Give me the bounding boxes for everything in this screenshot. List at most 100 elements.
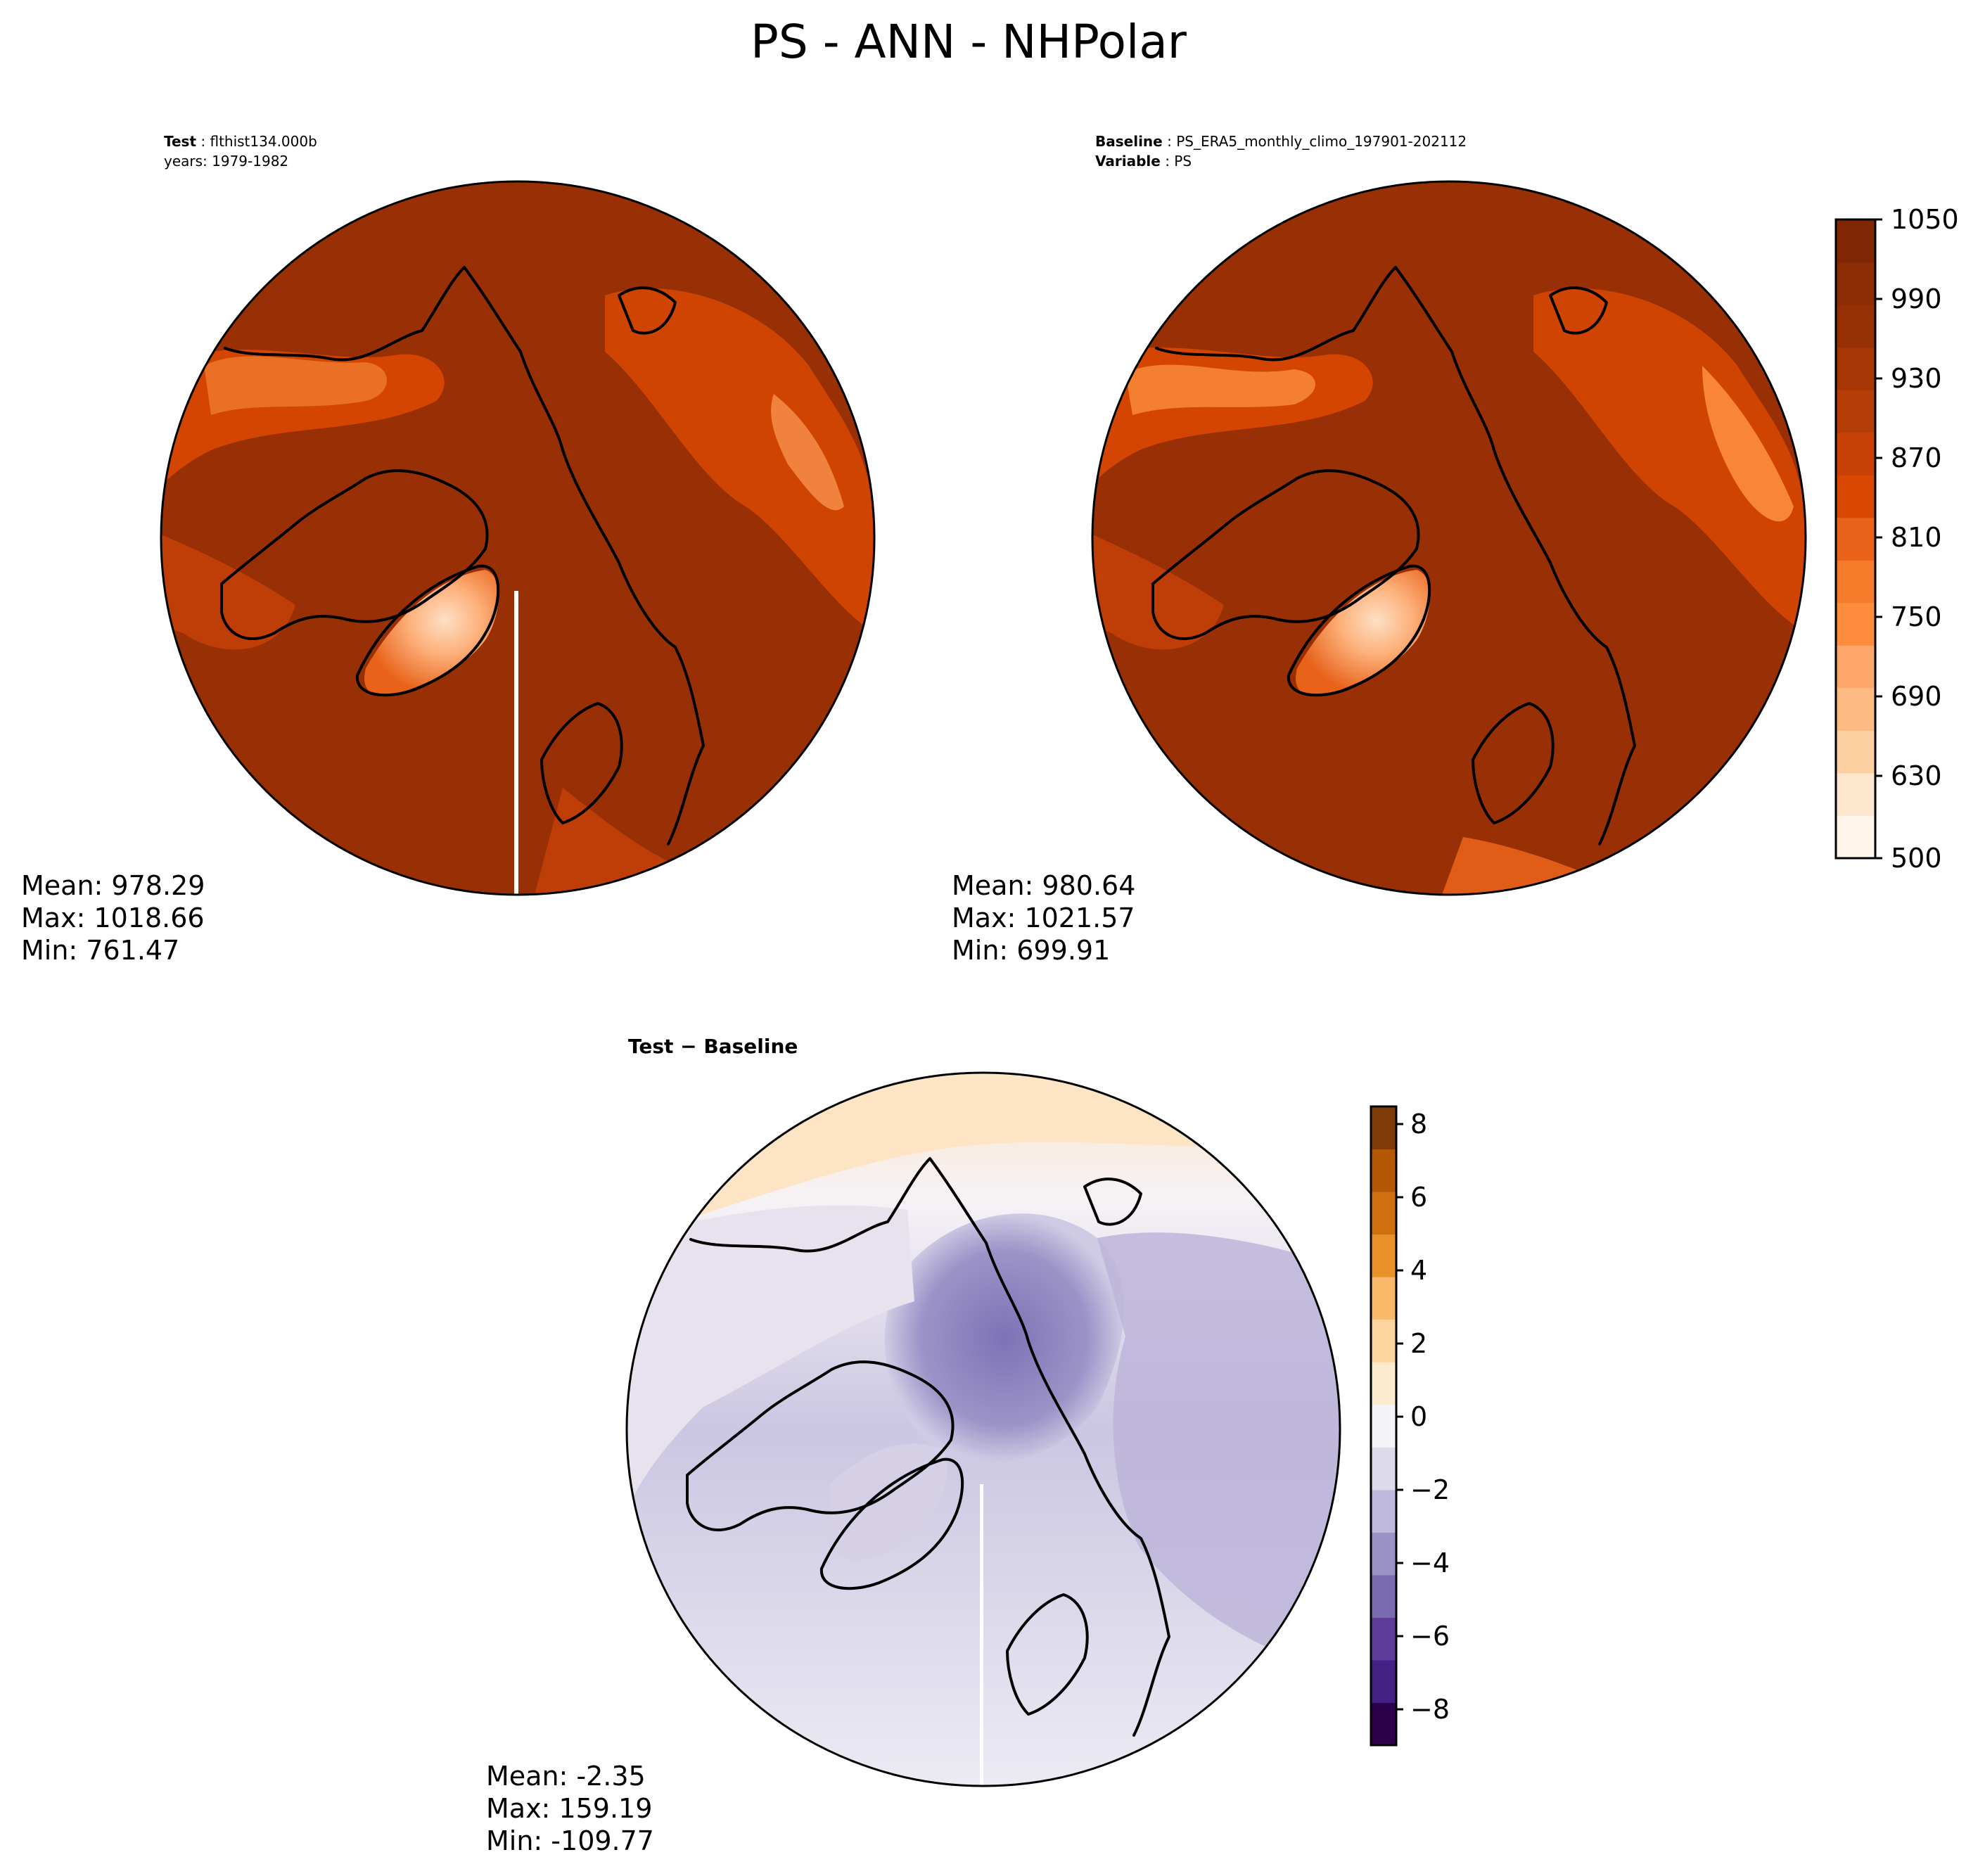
figure-title: PS - ANN - NHPolar [751,15,1187,69]
baseline-coast-scandinavia [1472,702,1555,824]
main-colorbar-segment [1836,517,1875,561]
diff-seam [980,1484,983,1786]
test-label-sep: : [196,133,210,150]
main-colorbar-segment [1836,305,1875,348]
diff-colorbar-segment [1371,1149,1396,1192]
test-mean: Mean: 978.29 [21,870,205,901]
diff-colorbar-segment [1371,1106,1396,1150]
main-colorbar-segment [1836,432,1875,476]
baseline-variable-sep: : [1161,153,1174,170]
main-colorbar-frame [1834,218,1877,860]
test-asia-plateau [204,356,387,415]
baseline-max: Max: 1021.57 [952,902,1135,933]
baseline-label-sep: : [1163,133,1176,150]
diff-min: Min: -109.77 [486,1825,654,1856]
test-coast-canada [220,469,489,641]
main-colorbar-tick-label: 750 [1891,601,1942,632]
test-na-rockies [605,288,874,633]
diff-colorbar-frame [1370,1105,1398,1747]
main-colorbar-segment [1836,262,1875,305]
main-colorbar-tick-label: 930 [1891,363,1942,394]
main-colorbar-segment [1836,475,1875,518]
test-case-name: flthist134.000b [210,133,317,150]
main-colorbar-ticks: 1050 990 930 870 810 750 690 630 500 [1875,204,1959,874]
diff-colorbar: 8 6 4 2 0 −2 −4 −6 −8 [1370,1105,1450,1747]
diff-colorbar-segment [1371,1617,1396,1661]
test-label-key: Test [164,133,196,150]
diff-colorbar-segment [1371,1532,1396,1576]
baseline-panel: Baseline : PS_ERA5_monthly_climo_197901-… [952,133,1807,966]
test-panel: Test : flthist134.000b years: 1979-1982 … [21,133,876,966]
diff-colorbar-tick-label: 6 [1410,1182,1427,1213]
test-na-rockies-high [771,394,844,511]
test-years: years: 1979-1982 [164,153,288,170]
baseline-na-rockies-high [1702,366,1794,522]
baseline-coast-canada [1151,469,1420,641]
test-coast-alaska [618,286,677,335]
diff-colorbar-tick-label: −8 [1410,1694,1450,1725]
test-min: Min: 761.47 [21,935,179,966]
diff-panel: Test − Baseline Mean: -2.35 Max: 159.19 … [486,1035,1341,1856]
main-colorbar-tick-label: 500 [1891,843,1942,874]
baseline-variable-value: PS [1174,153,1192,170]
test-coast-greenland [355,564,500,697]
main-colorbar-segment [1836,390,1875,433]
diff-colorbar-segment [1371,1192,1396,1235]
diff-coast-canada [686,1360,955,1532]
main-colorbar-tick-label: 630 [1891,760,1942,791]
diff-colorbar-segment [1371,1277,1396,1320]
diff-colorbar-segment [1371,1404,1396,1448]
test-map-frame [160,180,876,896]
diff-colorbar-tick-label: −4 [1410,1548,1450,1578]
main-colorbar-segment [1836,687,1875,731]
diff-coast-eurasia [689,1157,1170,1737]
baseline-coast-greenland [1287,564,1431,697]
diff-coast-scandinavia [1006,1593,1089,1716]
diff-coast-greenland [819,1457,964,1590]
test-coast-scandinavia [540,702,623,824]
main-colorbar-tick-label: 1050 [1891,204,1959,235]
baseline-variable-key: Variable [1095,153,1161,170]
diff-colorbar-tick-label: 2 [1410,1328,1427,1359]
diff-colorbar-segment [1371,1447,1396,1491]
main-colorbar-segment [1836,645,1875,689]
main-colorbar-tick-label: 690 [1891,681,1942,712]
test-greenland [364,570,499,696]
test-seam [514,591,518,895]
diff-colorbar-tick-label: 8 [1410,1109,1427,1140]
test-coast-eurasia [224,266,705,846]
diff-colorbar-tick-label: 0 [1410,1401,1427,1432]
test-siberia-band [161,535,295,650]
baseline-min: Min: 699.91 [952,935,1110,966]
baseline-map-frame [1091,180,1807,896]
baseline-variable: Variable : PS [1095,153,1192,170]
main-colorbar-segment [1836,602,1875,646]
baseline-na-rockies [1533,288,1806,633]
main-colorbar-segment [1836,219,1875,263]
main-colorbar-segment [1836,772,1875,816]
diff-label: Test − Baseline [628,1035,798,1058]
diff-colorbar-segments [1371,1106,1396,1746]
diff-colorbar-segment [1371,1489,1396,1533]
diff-eurasia-mixed [627,1205,914,1512]
main-colorbar-segment [1836,815,1875,859]
diff-na-mixed [1097,1232,1340,1674]
diff-colorbar-ticks: 8 6 4 2 0 −2 −4 −6 −8 [1396,1109,1450,1725]
diff-colorbar-segment [1371,1702,1396,1746]
baseline-map [1092,181,1806,895]
baseline-mean: Mean: 980.64 [952,870,1135,901]
diff-coast-alaska [1083,1178,1142,1226]
baseline-coast-alaska [1549,286,1608,335]
baseline-case-name: PS_ERA5_monthly_climo_197901-202112 [1176,133,1467,150]
diff-colorbar-segment [1371,1362,1396,1405]
diff-colorbar-segment [1371,1574,1396,1618]
diff-mean: Mean: -2.35 [486,1761,646,1792]
diff-colorbar-tick-label: 4 [1410,1255,1427,1286]
main-colorbar-segments [1836,219,1875,859]
main-colorbar: 1050 990 930 870 810 750 690 630 500 [1834,204,1959,874]
main-colorbar-segment [1836,347,1875,390]
baseline-label-key: Baseline [1095,133,1163,150]
baseline-asia-plateau [1125,364,1315,415]
baseline-label: Baseline : PS_ERA5_monthly_climo_197901-… [1095,133,1467,150]
